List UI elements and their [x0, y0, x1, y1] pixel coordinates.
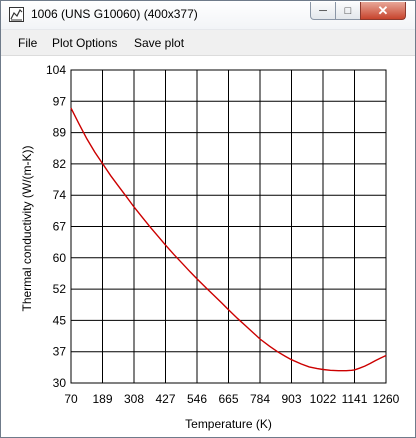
- x-tick-label: 665: [218, 392, 238, 406]
- window-title: 1006 (UNS G10060) (400x377): [31, 7, 198, 21]
- y-tick-label: 30: [53, 376, 67, 390]
- close-icon: ✕: [377, 2, 389, 18]
- x-tick-label: 903: [281, 392, 301, 406]
- menu-bar: File Plot Options Save plot: [1, 30, 415, 56]
- x-tick-label: 546: [187, 392, 207, 406]
- close-button[interactable]: ✕: [360, 2, 406, 20]
- x-tick-label: 1260: [373, 392, 400, 406]
- y-tick-label: 60: [53, 251, 67, 265]
- y-tick-label: 52: [53, 282, 67, 296]
- plot-frame: [70, 69, 387, 384]
- minimize-icon: ─: [319, 4, 327, 17]
- x-tick-label: 784: [250, 392, 270, 406]
- chart-icon: [9, 7, 24, 22]
- series-line: [70, 107, 387, 372]
- y-axis-label: Thermal conductivity (W/(m-K)): [20, 145, 34, 311]
- x-tick-label: 189: [92, 392, 112, 406]
- x-axis-label: Temperature (K): [185, 417, 272, 431]
- x-tick-label: 1022: [310, 392, 337, 406]
- x-tick-label: 1141: [342, 392, 368, 406]
- x-tick-label: 308: [124, 392, 144, 406]
- x-tick-label: 70: [64, 392, 78, 406]
- maximize-icon: □: [344, 4, 352, 17]
- y-tick-label: 82: [53, 157, 67, 171]
- menu-plot-options[interactable]: Plot Options: [52, 36, 118, 50]
- y-tick-label: 37: [53, 345, 67, 359]
- y-tick-label: 45: [53, 313, 67, 327]
- y-tick-label: 67: [53, 220, 67, 234]
- y-tick-label: 104: [46, 63, 66, 77]
- menu-save-plot[interactable]: Save plot: [134, 36, 185, 50]
- plot-area: [1, 56, 415, 437]
- y-tick-label: 74: [53, 188, 67, 202]
- menu-file[interactable]: File: [18, 36, 38, 50]
- y-tick-label: 89: [53, 126, 67, 140]
- title-bar[interactable]: 1006 (UNS G10060) (400x377) ─ □ ✕: [1, 1, 415, 30]
- y-tick-label: 97: [53, 94, 67, 108]
- x-tick-label: 427: [155, 392, 175, 406]
